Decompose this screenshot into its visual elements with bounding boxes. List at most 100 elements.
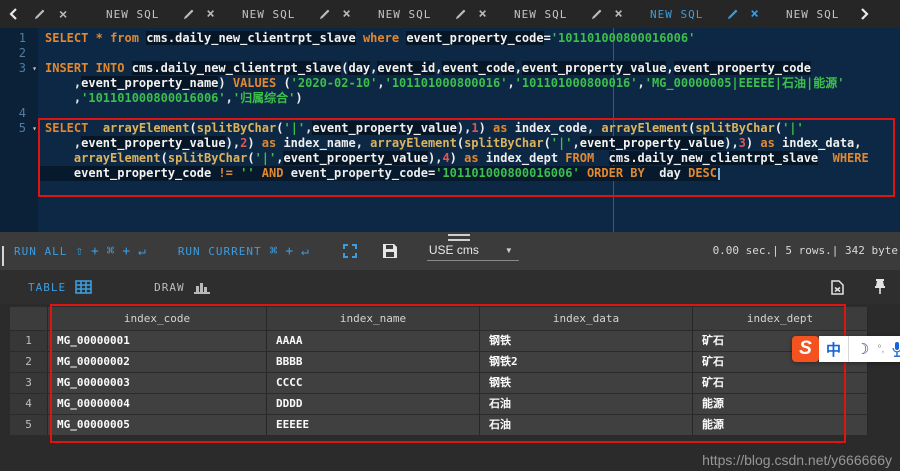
close-icon[interactable]: × (750, 6, 760, 22)
tab-new-sql[interactable]: NEW SQL × (220, 6, 356, 22)
run-current-shortcut: ⌘ + ↵ (269, 243, 309, 259)
code-text[interactable]: ,event_property_name) VALUES ('2020-02-1… (45, 76, 845, 90)
moon-icon[interactable]: ☽ (856, 341, 870, 358)
tab-new-sql[interactable]: NEW SQL × (356, 6, 492, 22)
table-cell[interactable]: EEEEE (267, 415, 480, 435)
column-header-index_name[interactable]: index_name (267, 307, 480, 330)
editor-line[interactable]: 3 ▾ INSERT INTO cms.daily_new_clientrpt_sl… (0, 61, 900, 76)
pencil-icon[interactable] (591, 9, 602, 20)
sql-editor[interactable]: 1 SELECT * from cms.daily_new_clientrpt_s… (0, 28, 900, 232)
close-icon[interactable]: × (478, 6, 488, 22)
pin-icon[interactable] (874, 279, 886, 295)
save-icon[interactable] (382, 244, 397, 258)
line-number: 3 ▾ (18, 61, 37, 75)
editor-line[interactable]: 1 SELECT * from cms.daily_new_clientrpt_s… (0, 31, 900, 46)
chevron-left-icon[interactable] (0, 8, 26, 20)
line-number: 4 (18, 106, 26, 120)
table-cell[interactable]: 石油 (480, 415, 693, 435)
table-cell[interactable]: CCCC (267, 373, 480, 393)
code-text[interactable] (38, 106, 45, 121)
code-text[interactable]: SELECT * from cms.daily_new_clientrpt_sl… (45, 31, 696, 45)
panel-resize-handle[interactable] (448, 234, 470, 244)
punctuation-toggle[interactable]: °, (877, 343, 885, 355)
close-icon[interactable]: × (59, 6, 68, 22)
pencil-icon[interactable] (34, 9, 45, 20)
close-icon[interactable]: × (342, 6, 352, 22)
table-cell[interactable]: MG_00000003 (48, 373, 267, 393)
line-number: 5 ▾ (18, 121, 37, 135)
table-cell[interactable]: 能源 (693, 415, 868, 435)
export-file-icon[interactable] (831, 279, 844, 295)
tab-icons: × (727, 6, 760, 22)
table-cell[interactable]: MG_00000002 (48, 352, 267, 372)
column-header-index_code[interactable]: index_code (48, 307, 267, 330)
pencil-icon[interactable] (455, 9, 466, 20)
sogou-logo-icon[interactable]: S (792, 336, 819, 362)
use-database-select[interactable]: USE cms ▼ (426, 241, 519, 261)
run-all-button[interactable]: RUN ALL ⇧ + ⌘ + ↵ (14, 244, 146, 259)
table-header-row: index_code index_name index_data index_dept (10, 307, 868, 330)
table-cell[interactable]: 能源 (693, 394, 868, 414)
code-text[interactable]: ,event_property_value),2) as index_name,… (45, 136, 862, 150)
editor-line[interactable]: 2 (0, 46, 900, 61)
fold-arrow-icon[interactable]: ▾ (32, 64, 37, 73)
editor-ruler-line (613, 28, 614, 232)
table-cell[interactable]: 石油 (480, 394, 693, 414)
code-text[interactable]: ,'101101000800016006','归属综合') (45, 91, 303, 105)
tab-table-view[interactable]: TABLE (28, 280, 92, 294)
table-cell[interactable]: AAAA (267, 331, 480, 351)
code-text[interactable]: event_property_code != '' AND event_prop… (38, 166, 721, 181)
table-cell[interactable]: MG_00000001 (48, 331, 267, 351)
code-text[interactable]: arrayElement(splitByChar('|',event_prope… (73, 151, 869, 165)
tab-new-sql[interactable]: NEW SQL × (84, 6, 220, 22)
tab-partial[interactable]: × (26, 6, 84, 22)
microphone-icon[interactable] (892, 341, 900, 357)
editor-line[interactable]: 5 ▾ SELECT arrayElement(splitByChar('|',ev… (0, 121, 900, 136)
results-table: index_code index_name index_data index_dept… (10, 307, 868, 436)
table-cell[interactable]: 钢铁2 (480, 352, 693, 372)
table-cell[interactable]: MG_00000005 (48, 415, 267, 435)
tab-new-sql[interactable]: NEW SQL (764, 8, 852, 21)
close-icon[interactable]: × (614, 6, 624, 22)
tab-new-sql[interactable]: NEW SQL × (628, 6, 764, 22)
code-text[interactable]: INSERT INTO cms.daily_new_clientrpt_slav… (45, 61, 811, 75)
table-row[interactable]: 3 MG_00000003 CCCC 钢铁 矿石 (10, 373, 868, 393)
column-header-index_dept[interactable]: index_dept (693, 307, 868, 330)
run-all-shortcut: ⇧ + ⌘ + ↵ (75, 243, 146, 259)
table-row[interactable]: 4 MG_00000004 DDDD 石油 能源 (10, 394, 868, 414)
pencil-icon[interactable] (183, 9, 194, 20)
table-cell[interactable]: 矿石 (693, 373, 868, 393)
column-header-index_data[interactable]: index_data (480, 307, 693, 330)
tab-draw-view[interactable]: DRAW (154, 281, 210, 294)
line-number (0, 136, 38, 151)
editor-line[interactable]: event_property_code != '' AND event_prop… (0, 166, 900, 181)
editor-line[interactable]: 4 (0, 106, 900, 121)
editor-line[interactable]: ,'101101000800016006','归属综合') (0, 91, 900, 106)
code-text[interactable]: SELECT arrayElement(splitByChar('|',even… (45, 121, 804, 135)
table-row[interactable]: 1 MG_00000001 AAAA 钢铁 矿石 (10, 331, 868, 351)
pencil-icon[interactable] (727, 9, 738, 20)
table-cell[interactable]: DDDD (267, 394, 480, 414)
table-row[interactable]: 5 MG_00000005 EEEEE 石油 能源 (10, 415, 868, 435)
table-cell[interactable]: 钢铁 (480, 331, 693, 351)
editor-lines: 1 SELECT * from cms.daily_new_clientrpt_s… (0, 31, 900, 181)
query-toolbar: RUN ALL ⇧ + ⌘ + ↵ RUN CURRENT ⌘ + ↵ USE … (0, 232, 900, 270)
fold-arrow-icon[interactable]: ▾ (32, 124, 37, 133)
editor-line[interactable]: ,event_property_name) VALUES ('2020-02-1… (0, 76, 900, 91)
table-cell[interactable]: 钢铁 (480, 373, 693, 393)
close-icon[interactable]: × (206, 6, 216, 22)
chevron-right-icon[interactable] (852, 8, 878, 20)
ime-lang-toggle[interactable]: 中 (826, 341, 842, 359)
run-current-button[interactable]: RUN CURRENT ⌘ + ↵ (178, 244, 309, 259)
pencil-icon[interactable] (319, 9, 330, 20)
editor-line[interactable]: arrayElement(splitByChar('|',event_prope… (0, 151, 900, 166)
table-row[interactable]: 2 MG_00000002 BBBB 钢铁2 矿石 (10, 352, 868, 372)
row-number-cell: 5 (10, 415, 48, 435)
code-text[interactable] (38, 46, 45, 61)
tab-label: NEW SQL (786, 7, 840, 21)
tab-new-sql[interactable]: NEW SQL × (492, 6, 628, 22)
table-cell[interactable]: BBBB (267, 352, 480, 372)
expand-icon[interactable] (342, 244, 357, 258)
editor-line[interactable]: ,event_property_value),2) as index_name,… (0, 136, 900, 151)
table-cell[interactable]: MG_00000004 (48, 394, 267, 414)
